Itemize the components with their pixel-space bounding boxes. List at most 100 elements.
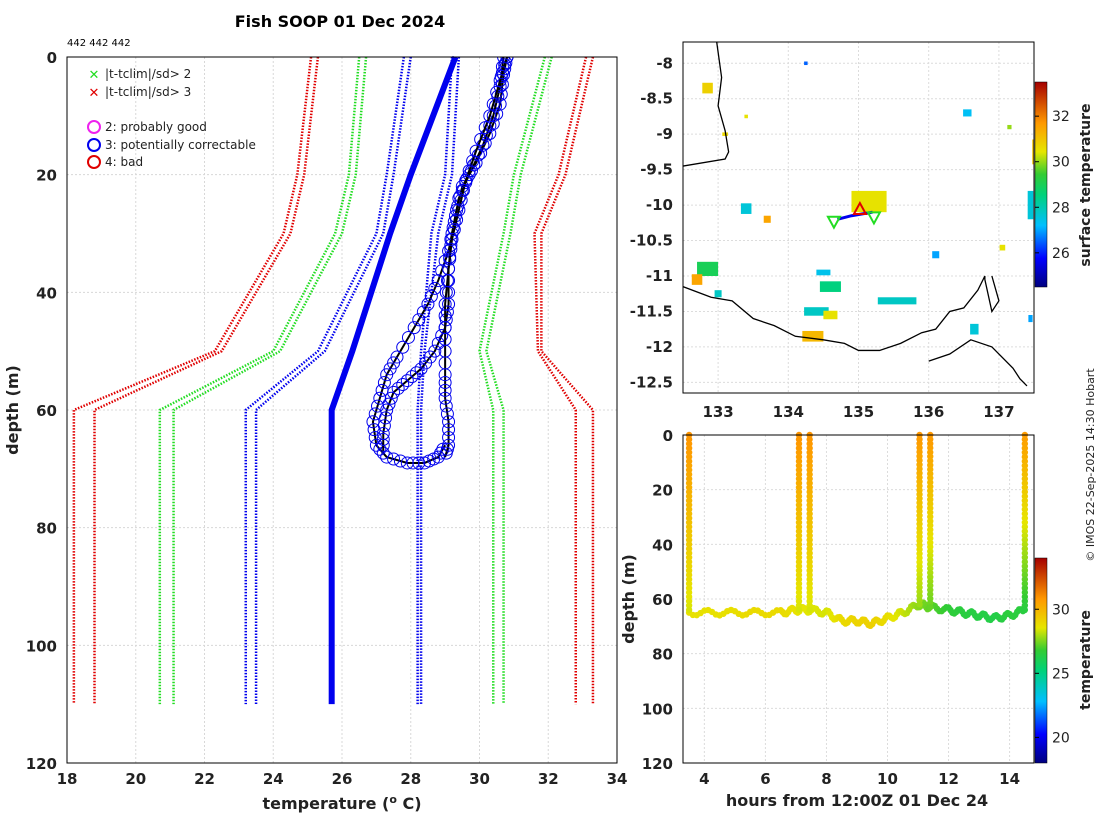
y-tick-label: 120 <box>26 755 57 773</box>
sst-patch <box>877 297 917 305</box>
x-tick-label: 32 <box>538 770 559 788</box>
timeseries-point <box>685 484 693 491</box>
qc-flag-circle <box>495 66 509 80</box>
timeseries-colorbar-label: temperature <box>1078 610 1094 710</box>
timeseries-point <box>806 584 813 592</box>
profile-frame <box>66 56 618 764</box>
timeseries-point <box>685 602 693 609</box>
timeseries-point <box>1021 528 1029 535</box>
qc-flag-circle <box>387 452 401 466</box>
sst-patch <box>823 310 838 320</box>
map-colorbar <box>1034 81 1048 288</box>
climatology-band-line <box>244 57 406 705</box>
timeseries-point <box>806 453 813 461</box>
legend-red-circle-icon <box>87 155 101 169</box>
timeseries-point <box>795 602 803 609</box>
timeseries-point <box>685 462 693 469</box>
timeseries-point <box>795 532 803 539</box>
timeseries-point <box>806 571 813 579</box>
qc-flag-circle <box>401 330 415 344</box>
qc-flag-circle <box>444 242 458 256</box>
timeseries-point <box>806 497 813 504</box>
map-x-tick-label: 134 <box>773 403 804 421</box>
timeseries-colorbar <box>1034 557 1048 764</box>
colorbar-tick-label: 32 <box>1052 109 1070 125</box>
qc-flag-circle <box>377 419 391 433</box>
timeseries-point <box>1021 458 1029 465</box>
profile-x-ticks: 18 20 22 24 26 28 30 32 34 <box>57 770 628 788</box>
map-y-tick-label: -11.5 <box>630 302 673 320</box>
x-tick-label: 18 <box>57 770 78 788</box>
profile-panel: 18 20 22 24 26 28 30 32 34 0 20 40 60 80 100 120 tempe… <box>3 49 627 813</box>
timeseries-point <box>1021 602 1029 609</box>
timeseries-point <box>685 466 693 474</box>
legend-blue-circle-icon <box>87 138 101 152</box>
qc-flag-circle <box>442 244 456 258</box>
timeseries-point <box>806 536 813 544</box>
timeseries-point <box>685 436 693 443</box>
qc-flag-circle <box>438 383 452 397</box>
timeseries-point <box>1021 536 1029 544</box>
timeseries-point <box>795 571 803 579</box>
climatology-band-line <box>419 57 461 705</box>
timeseries-x-label: hours from 12:00Z 01 Dec 24 <box>726 791 988 810</box>
timeseries-point <box>1021 606 1029 614</box>
sst-patch <box>804 61 808 66</box>
map-y-ticks: -8 -8.5 -9 -9.5 -10 -10.5 -11 -11.5 -12 -12.5 <box>630 54 673 391</box>
legend-item-probably-good: 2: probably good <box>105 120 207 134</box>
ts-y-tick-label: 60 <box>652 591 673 609</box>
map-y-tick-label: -10.5 <box>630 232 673 250</box>
ts-y-tick-label: 40 <box>652 536 673 554</box>
timeseries-point <box>795 458 803 465</box>
timeseries-point <box>685 475 693 482</box>
colorbar-tick-label: 30 <box>1052 155 1070 171</box>
timeseries-point <box>685 567 693 574</box>
sst-patch <box>697 261 719 276</box>
climatology-band-line <box>485 57 553 705</box>
timeseries-point <box>806 458 813 465</box>
qc-flag-circle <box>439 446 453 460</box>
legend-red-cross-icon: ✕ <box>89 86 100 101</box>
legend-item-sd3: |t-tclim|/sd> 3 <box>105 85 191 99</box>
timeseries-point <box>685 545 693 552</box>
qc-flag-circle <box>431 450 445 464</box>
timeseries-point <box>806 462 813 469</box>
qc-flag-circle <box>396 340 410 354</box>
timeseries-point <box>1021 466 1029 474</box>
sst-patch <box>691 274 703 285</box>
sst-patch <box>1007 124 1012 130</box>
timeseries-point <box>795 462 803 469</box>
timeseries-point <box>1021 554 1029 561</box>
qc-flag-circle <box>478 121 492 135</box>
timeseries-point <box>1021 484 1029 491</box>
profile-grid <box>67 57 617 763</box>
sst-patch <box>1032 139 1034 165</box>
map-ship-track <box>826 200 882 230</box>
map-y-tick-label: -9 <box>656 125 673 143</box>
ts-x-tick-label: 12 <box>938 770 959 788</box>
timeseries-point <box>795 523 803 531</box>
start-triangle-marker <box>852 200 868 216</box>
timeseries-point <box>927 604 934 611</box>
timeseries-point <box>806 541 813 548</box>
sst-patch <box>702 82 713 94</box>
legend-item-bad: 4: bad <box>105 155 143 169</box>
timeseries-point <box>806 523 813 531</box>
colorbar-tick-label: 28 <box>1052 200 1070 216</box>
ts-x-tick-label: 14 <box>999 770 1020 788</box>
y-tick-label: 80 <box>36 520 57 538</box>
timeseries-point <box>685 458 693 465</box>
climatology-band-line <box>93 57 320 705</box>
x-tick-label: 22 <box>194 770 215 788</box>
timeseries-point <box>685 510 693 517</box>
qc-flag-circle <box>406 456 420 470</box>
timeseries-point <box>685 589 693 596</box>
timeseries-point <box>685 580 693 587</box>
qc-flag-circle <box>435 328 449 342</box>
qc-flag-circle <box>498 58 512 72</box>
timeseries-point <box>685 549 693 557</box>
timeseries-point <box>1021 567 1029 574</box>
climatology-band-line <box>254 57 412 705</box>
y-tick-label: 100 <box>26 637 57 655</box>
